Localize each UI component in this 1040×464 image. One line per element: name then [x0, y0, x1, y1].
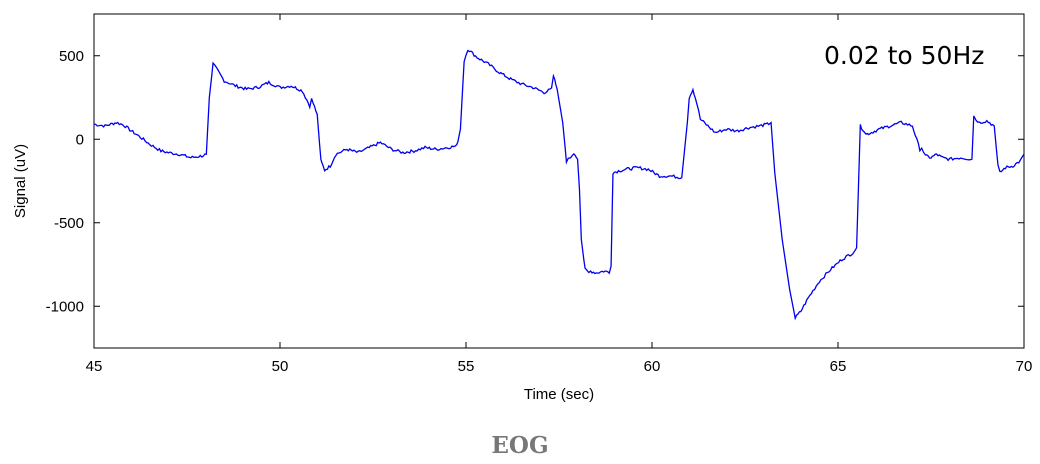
- y-axis: -1000 -500 0 500: [46, 48, 1024, 315]
- x-axis: 45 50 55 60 65 70: [86, 14, 1033, 375]
- x-axis-label: Time (sec): [524, 386, 594, 403]
- y-axis-label: Signal (uV): [12, 144, 29, 218]
- y-tick-label: -1000: [46, 298, 84, 315]
- chart: 45 50 55 60 65 70 -1000 -500 0 500 Time (sec) Si…: [12, 13, 1033, 403]
- y-tick-label: 500: [59, 48, 84, 65]
- x-tick-label: 55: [458, 358, 475, 375]
- y-tick-label: -500: [54, 215, 84, 232]
- filter-annotation: 0.02 to 50Hz: [824, 41, 984, 70]
- y-tick-label: 0: [76, 131, 84, 148]
- x-tick-label: 50: [272, 358, 289, 375]
- plot-area: [93, 13, 1025, 349]
- x-tick-label: 60: [644, 358, 661, 375]
- x-tick-label: 70: [1016, 358, 1033, 375]
- signal-line: [93, 49, 1025, 321]
- x-tick-label: 65: [830, 358, 847, 375]
- figure-caption: EOG: [491, 432, 549, 459]
- x-tick-label: 45: [86, 358, 103, 375]
